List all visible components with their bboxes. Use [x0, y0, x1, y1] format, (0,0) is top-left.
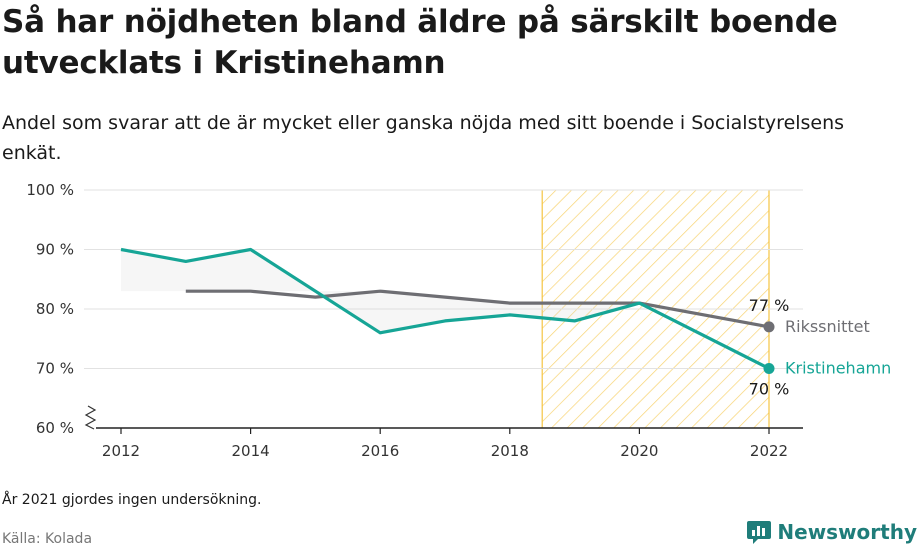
chart-title: Så har nöjdheten bland äldre på särskilt…	[2, 4, 838, 81]
x-tick-label: 2014	[232, 442, 270, 460]
series-label-riket: Rikssnittet	[785, 317, 870, 336]
value-label-kristinehamn: 70 %	[749, 380, 790, 399]
line-chart: 60 %70 %80 %90 %100 % 2012 2014 2016 2018 20…	[26, 181, 892, 460]
gridlines: 60 % 70 % 80 % 90 % 100 %	[26, 181, 803, 437]
axis-break-icon	[84, 405, 97, 430]
x-tick-label: 2022	[750, 442, 788, 460]
value-label-riket: 77 %	[749, 296, 790, 315]
y-tick-label: 90 %	[36, 241, 74, 259]
chart-subtitle: Andel som svarar att de är mycket eller …	[2, 112, 845, 164]
brand-name: Newsworthy	[777, 520, 917, 544]
x-tick-label: 2018	[491, 442, 529, 460]
series-line-rikssnittet	[185, 289, 770, 329]
series-lines	[120, 247, 775, 374]
x-axis: 2012 2014 2016 2018 2020 2022	[84, 405, 803, 460]
source-note: Källa: Kolada	[2, 531, 93, 547]
end-point-rikssnittet	[763, 321, 775, 333]
y-tick-label: 100 %	[26, 181, 74, 199]
y-tick-label: 70 %	[36, 360, 74, 378]
newsworthy-logo: Newsworthy	[746, 519, 917, 545]
difference-fill	[185, 249, 640, 333]
y-tick-label: 80 %	[36, 300, 74, 318]
x-tick-label: 2012	[102, 442, 140, 460]
series-label-kristinehamn: Kristinehamn	[785, 359, 891, 378]
series-labels: Rikssnittet Kristinehamn 77 % 70 %	[749, 296, 892, 399]
x-tick-label: 2016	[361, 442, 399, 460]
x-tick-label: 2020	[620, 442, 658, 460]
series-line-kristinehamn	[120, 247, 770, 370]
y-tick-label: 60 %	[36, 419, 74, 437]
newsworthy-icon	[747, 521, 772, 544]
footnote: År 2021 gjordes ingen undersökning.	[2, 492, 262, 508]
end-point-kristinehamn	[763, 363, 775, 374]
